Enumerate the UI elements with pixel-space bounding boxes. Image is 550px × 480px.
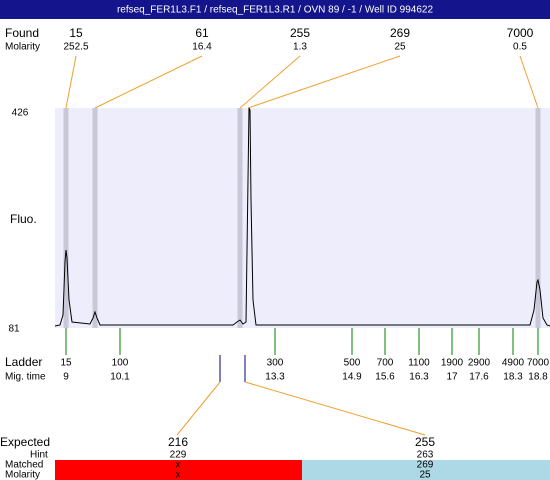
ladder-size: 4900: [502, 358, 525, 369]
connector: [176, 381, 221, 436]
molarity-label: Molarity: [5, 42, 40, 53]
band: [237, 108, 243, 328]
ladder-time: 16.3: [409, 372, 429, 383]
found-peaks: 15 252.5 61 16.4 255 1.3 269 25 7000 0.5: [63, 26, 539, 109]
molarity: 25: [419, 470, 431, 480]
found-size: 269: [390, 26, 410, 40]
ladder-size: 15: [60, 358, 72, 369]
found-size: 255: [290, 26, 310, 40]
ladder-time: 14.9: [342, 372, 362, 383]
y-axis-label: Fluo.: [10, 212, 37, 226]
peak-bands: [63, 108, 541, 328]
molarity-label: Molarity: [5, 470, 40, 480]
ladder-label: Ladder: [5, 355, 42, 369]
band: [535, 108, 541, 328]
expected-size: 255: [415, 435, 435, 449]
ladder-time: 17: [446, 372, 458, 383]
found-molarity: 252.5: [63, 42, 88, 53]
hint: 263: [417, 450, 434, 461]
y-tick-label: 426: [12, 108, 29, 119]
ladder-time: 17.6: [469, 372, 489, 383]
mig-time-label: Mig. time: [5, 372, 46, 383]
connector: [65, 55, 77, 109]
ladder-time: 18.3: [503, 372, 523, 383]
matched-bar: [55, 460, 302, 480]
ladder-size: 300: [267, 358, 284, 369]
ladder-size: 700: [377, 358, 394, 369]
band: [63, 108, 69, 328]
connector: [94, 55, 203, 109]
found-molarity: 16.4: [192, 42, 212, 53]
title: refseq_FER1L3.F1 / refseq_FER1L3.R1 / OV…: [117, 5, 434, 16]
title-bar: [0, 0, 550, 19]
matched-bar: [302, 460, 550, 480]
connector: [244, 381, 426, 436]
ladder-time: 13.3: [265, 372, 285, 383]
ladder-time: 18.8: [528, 372, 548, 383]
found-size: 61: [195, 26, 209, 40]
expected-size: 216: [168, 435, 188, 449]
ladder-size: 1100: [408, 358, 430, 369]
hint: 229: [170, 450, 187, 461]
plot-area: [55, 108, 550, 328]
found-molarity: 0.5: [513, 42, 527, 53]
expected-label: Expected: [0, 435, 50, 449]
ladder: 15 9 100 10.1 300 13.3 500 14.9 700 15.6 1100 16.3 1…: [60, 328, 550, 383]
found-molarity: 25: [394, 42, 406, 53]
band: [92, 108, 98, 328]
trace: [54, 107, 550, 327]
ladder-size: 500: [344, 358, 361, 369]
connector: [239, 55, 301, 109]
y-tick-label: 81: [8, 324, 20, 335]
matched-label: Matched: [5, 460, 43, 471]
ladder-time: 10.1: [110, 372, 130, 383]
ladder-size: 2900: [468, 358, 491, 369]
matched: 269: [417, 460, 434, 471]
hint-label: Hint: [30, 450, 48, 461]
ladder-size: 100: [112, 358, 129, 369]
connector: [247, 55, 401, 109]
found-size: 15: [69, 26, 83, 40]
molarity: x: [176, 470, 181, 480]
ladder-size: 7000: [527, 358, 550, 369]
connector: [519, 55, 539, 109]
found-molarity: 1.3: [293, 42, 307, 53]
ladder-time: 15.6: [375, 372, 395, 383]
matched: x: [176, 460, 181, 471]
ladder-time: 9: [63, 372, 69, 383]
found-label: Found: [5, 26, 39, 40]
found-size: 7000: [507, 26, 534, 40]
ladder-size: 1900: [441, 358, 464, 369]
